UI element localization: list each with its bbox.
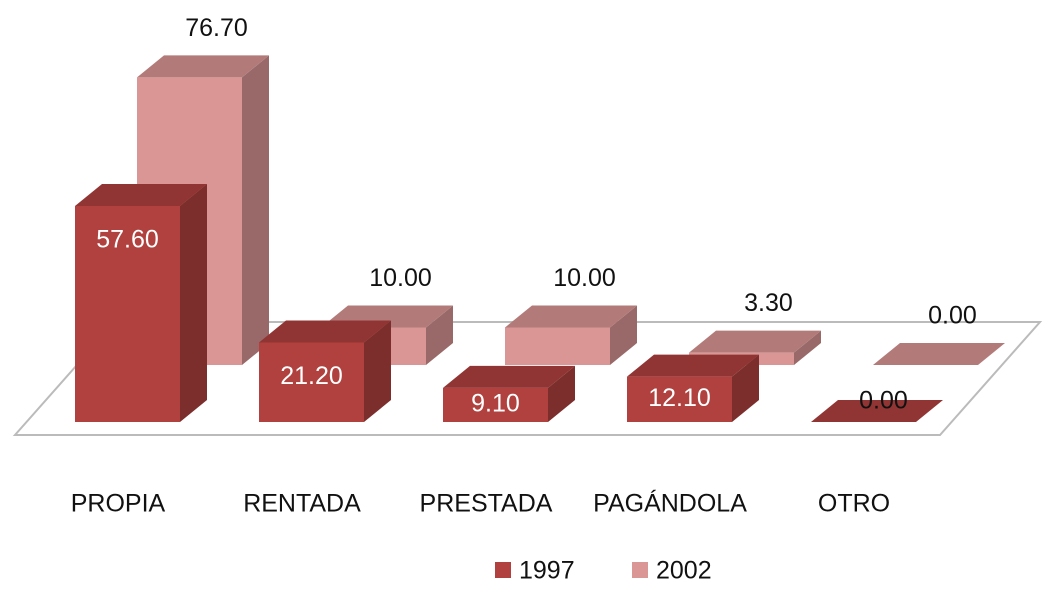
- bar: [505, 327, 610, 365]
- data-label: 10.00: [369, 264, 432, 292]
- legend-swatch: [495, 562, 511, 578]
- data-label: 57.60: [96, 226, 159, 254]
- bar-side: [610, 305, 637, 365]
- bar-top: [689, 330, 821, 353]
- data-label: 12.10: [648, 384, 711, 412]
- bar-side: [180, 184, 207, 422]
- data-label: 21.20: [280, 362, 343, 390]
- bar: [443, 387, 548, 422]
- x-tick-label: PROPIA: [71, 490, 166, 518]
- bar-side: [426, 305, 453, 365]
- bar-top: [627, 354, 759, 377]
- bar-side: [242, 55, 269, 365]
- bar: [75, 206, 180, 422]
- bar-side: [364, 320, 391, 422]
- x-tick-label: PAGÁNDOLA: [593, 489, 747, 518]
- data-label: 3.30: [744, 289, 793, 317]
- x-tick-label: PRESTADA: [420, 490, 553, 518]
- bar-top: [811, 400, 943, 422]
- bar-side: [548, 365, 575, 422]
- bar-top: [75, 184, 207, 206]
- legend-label: 1997: [519, 557, 575, 585]
- x-tick-label: RENTADA: [243, 490, 361, 518]
- bar: [627, 376, 732, 422]
- data-label: 0.00: [859, 387, 908, 415]
- bar-side: [794, 330, 821, 365]
- data-label: 76.70: [185, 14, 248, 42]
- legend-label: 2002: [656, 557, 712, 585]
- bar-top: [505, 305, 637, 328]
- x-tick-label: OTRO: [818, 490, 890, 518]
- bar-side: [732, 354, 759, 422]
- bar-top: [259, 320, 391, 343]
- bar-top: [443, 365, 575, 388]
- data-label: 9.10: [471, 390, 520, 418]
- legend-swatch: [632, 562, 648, 578]
- bar-top: [137, 55, 269, 78]
- bar-top: [873, 343, 1005, 365]
- data-label: 0.00: [928, 302, 977, 330]
- data-label: 10.00: [553, 264, 616, 292]
- bar: [259, 342, 364, 422]
